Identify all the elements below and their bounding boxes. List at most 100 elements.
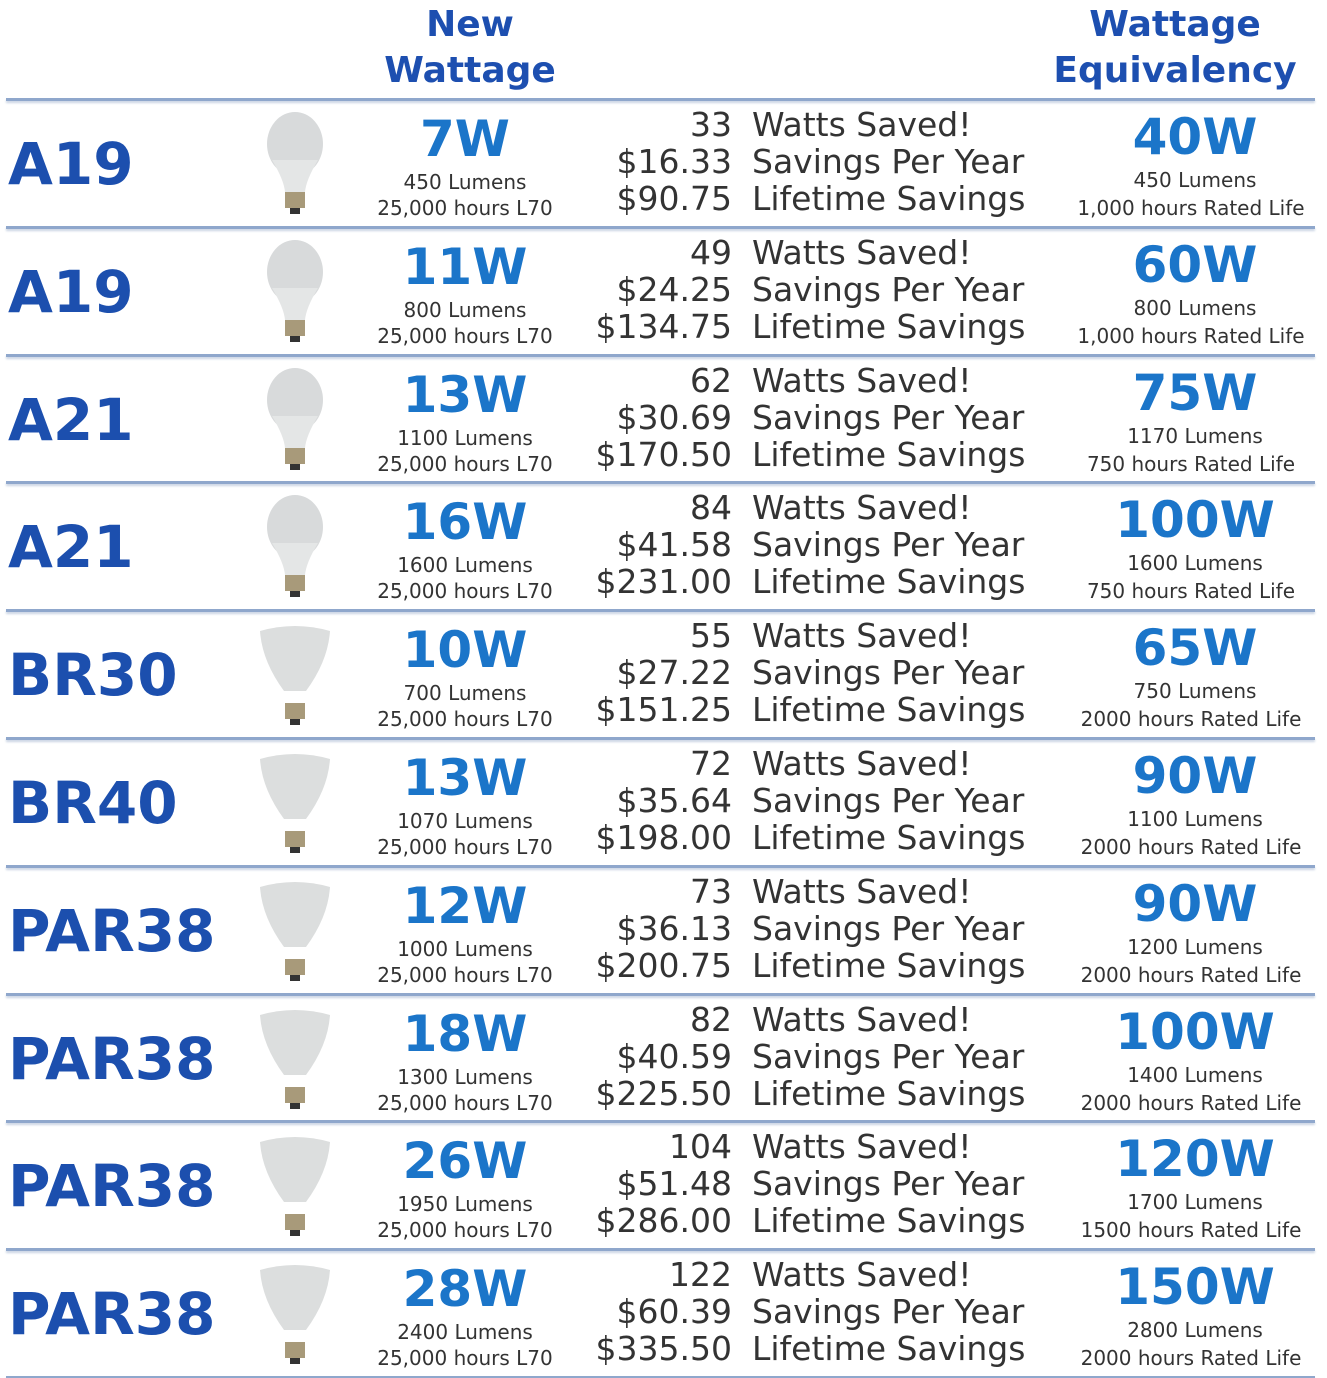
header-new-wattage: New Wattage: [370, 2, 570, 94]
saving-label: Lifetime Savings: [752, 1202, 1025, 1239]
bulb-icon: [250, 749, 340, 857]
saving-label: Watts Saved!: [752, 873, 971, 910]
header-line: Wattage: [370, 48, 570, 94]
equiv-watts: 100W: [1080, 491, 1310, 549]
new-hours: 25,000 hours L70: [345, 1218, 585, 1242]
saving-value: 82: [690, 1001, 732, 1038]
new-lumens: 1600 Lumens: [345, 553, 585, 577]
equiv-lumens: 1200 Lumens: [1060, 935, 1327, 959]
separator: [6, 481, 1315, 484]
saving-value: $134.75: [596, 308, 732, 345]
new-hours: 25,000 hours L70: [345, 196, 585, 220]
equiv-life: 2000 hours Rated Life: [1060, 707, 1322, 731]
equiv-life: 1,000 hours Rated Life: [1060, 324, 1322, 348]
new-hours: 25,000 hours L70: [345, 835, 585, 859]
saving-label: Watts Saved!: [752, 1256, 971, 1293]
header-line: New: [370, 2, 570, 48]
equiv-lumens: 1100 Lumens: [1060, 807, 1327, 831]
saving-value: $200.75: [596, 947, 732, 984]
new-hours: 25,000 hours L70: [345, 963, 585, 987]
separator: [6, 993, 1315, 996]
new-watts: 26W: [365, 1132, 565, 1190]
equiv-lumens: 1170 Lumens: [1060, 424, 1327, 448]
bulb-shape: [250, 493, 340, 601]
new-lumens: 1000 Lumens: [345, 937, 585, 961]
separator: [6, 609, 1315, 612]
bulb-type: PAR38: [8, 1152, 215, 1220]
equiv-life: 1,000 hours Rated Life: [1060, 196, 1322, 220]
equiv-watts: 75W: [1080, 364, 1310, 422]
new-watts: 13W: [365, 366, 565, 424]
equiv-watts: 40W: [1080, 108, 1310, 166]
equiv-life: 2000 hours Rated Life: [1060, 835, 1322, 859]
new-watts: 28W: [365, 1260, 565, 1318]
new-watts: 10W: [365, 621, 565, 679]
new-lumens: 1100 Lumens: [345, 426, 585, 450]
saving-value: $36.13: [617, 910, 732, 947]
bulb-type: BR40: [8, 769, 178, 837]
bulb-shape: [250, 1260, 340, 1368]
saving-label: Lifetime Savings: [752, 180, 1025, 217]
saving-label: Lifetime Savings: [752, 436, 1025, 473]
bulb-type: A19: [8, 258, 134, 326]
equiv-watts: 120W: [1080, 1130, 1310, 1188]
header-line: Equivalency: [1040, 48, 1310, 94]
saving-label: Watts Saved!: [752, 745, 971, 782]
new-watts: 16W: [365, 493, 565, 551]
new-hours: 25,000 hours L70: [345, 452, 585, 476]
equiv-watts: 90W: [1080, 875, 1310, 933]
separator: [6, 865, 1315, 868]
equiv-lumens: 800 Lumens: [1060, 296, 1327, 320]
new-lumens: 700 Lumens: [345, 681, 585, 705]
new-watts: 7W: [365, 110, 565, 168]
saving-label: Lifetime Savings: [752, 819, 1025, 856]
saving-label: Watts Saved!: [752, 1001, 971, 1038]
new-lumens: 1300 Lumens: [345, 1065, 585, 1089]
bulb-shape: [250, 1005, 340, 1113]
bulb-icon: [250, 1132, 340, 1240]
equiv-watts: 100W: [1080, 1003, 1310, 1061]
equiv-watts: 90W: [1080, 747, 1310, 805]
saving-value: $41.58: [617, 526, 732, 563]
saving-label: Watts Saved!: [752, 362, 971, 399]
bulb-icon: [250, 366, 340, 474]
saving-label: Lifetime Savings: [752, 691, 1025, 728]
bulb-type: PAR38: [8, 1280, 215, 1348]
saving-value: 73: [690, 873, 732, 910]
bulb-icon: [250, 110, 340, 218]
separator: [6, 1248, 1315, 1251]
saving-label: Lifetime Savings: [752, 1075, 1025, 1112]
saving-label: Lifetime Savings: [752, 563, 1025, 600]
bulb-shape: [250, 621, 340, 729]
saving-label: Savings Per Year: [752, 1293, 1024, 1330]
equiv-life: 750 hours Rated Life: [1060, 452, 1322, 476]
new-watts: 13W: [365, 749, 565, 807]
saving-label: Savings Per Year: [752, 143, 1024, 180]
saving-value: $151.25: [596, 691, 732, 728]
bulb-shape: [250, 877, 340, 985]
saving-value: 122: [669, 1256, 732, 1293]
equiv-life: 2000 hours Rated Life: [1060, 963, 1322, 987]
new-lumens: 800 Lumens: [345, 298, 585, 322]
separator: [6, 226, 1315, 229]
saving-label: Savings Per Year: [752, 271, 1024, 308]
bulb-type: A21: [8, 386, 134, 454]
saving-value: $225.50: [596, 1075, 732, 1112]
separator: [6, 737, 1315, 740]
bulb-icon: [250, 1260, 340, 1368]
saving-label: Savings Per Year: [752, 526, 1024, 563]
saving-label: Lifetime Savings: [752, 308, 1025, 345]
saving-label: Watts Saved!: [752, 106, 971, 143]
saving-value: 84: [690, 489, 732, 526]
saving-value: 33: [690, 106, 732, 143]
separator: [6, 1120, 1315, 1123]
header-equivalency: Wattage Equivalency: [1040, 2, 1310, 94]
header-line: Wattage: [1040, 2, 1310, 48]
saving-value: $40.59: [617, 1038, 732, 1075]
saving-value: $16.33: [617, 143, 732, 180]
saving-value: $60.39: [617, 1293, 732, 1330]
bulb-shape: [250, 749, 340, 857]
bulb-icon: [250, 238, 340, 346]
new-hours: 25,000 hours L70: [345, 707, 585, 731]
saving-value: 49: [690, 234, 732, 271]
